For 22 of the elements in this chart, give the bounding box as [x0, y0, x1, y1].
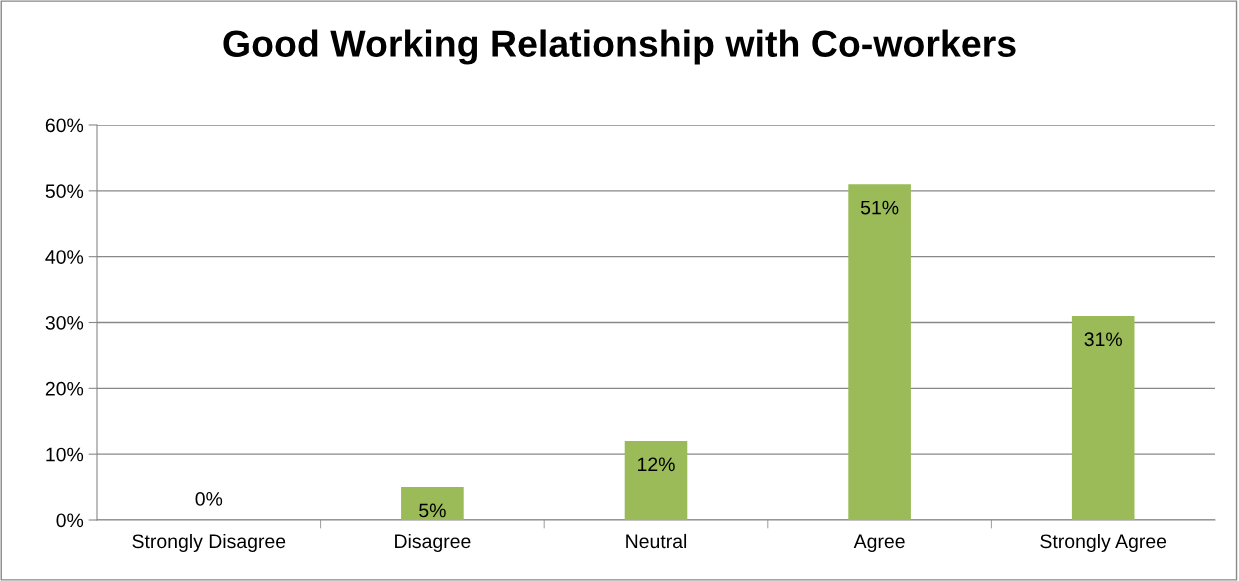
- data-label: 31%: [1084, 332, 1122, 347]
- bar: [624, 441, 688, 520]
- y-tick-label: 40%: [45, 250, 84, 264]
- bar: [401, 487, 464, 520]
- data-label: 0%: [195, 492, 223, 506]
- y-tick-label: 50%: [45, 184, 84, 199]
- y-tick-label: 0%: [56, 513, 84, 528]
- x-tick-label: Strongly Disagree: [132, 533, 286, 553]
- data-label: 5%: [419, 503, 446, 518]
- data-label: 12%: [638, 457, 675, 472]
- bar: [848, 184, 911, 520]
- bar: [1071, 315, 1135, 520]
- y-tick-label: 30%: [45, 315, 84, 330]
- y-tick-label: 60%: [45, 118, 84, 133]
- data-label: 51%: [860, 200, 899, 215]
- y-tick-label: 10%: [46, 447, 84, 462]
- chart-title: Good Working Relationship with Co-workers: [223, 29, 1016, 65]
- y-tick-label: 20%: [45, 381, 84, 396]
- x-tick-label: Agree: [853, 534, 905, 553]
- x-tick-label: Strongly Agree: [1040, 533, 1167, 553]
- x-tick-label: Neutral: [626, 533, 687, 549]
- x-tick-label: Disagree: [395, 533, 471, 553]
